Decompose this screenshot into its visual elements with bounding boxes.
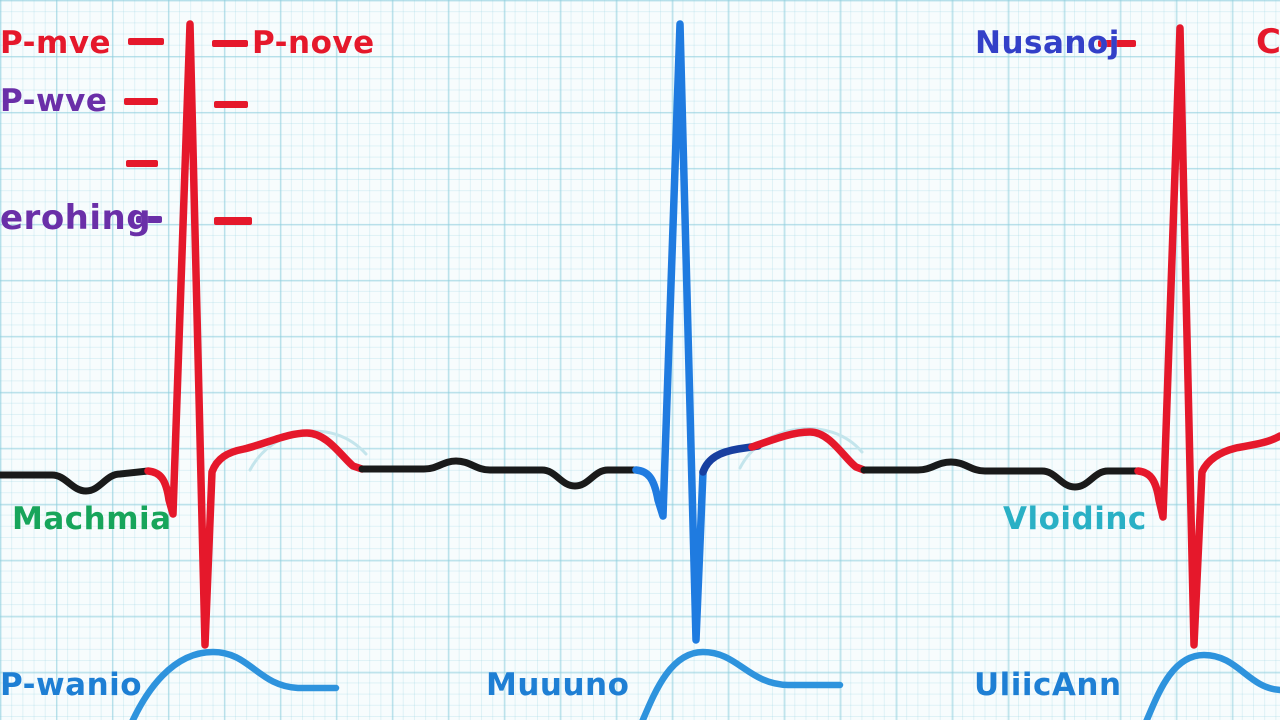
legend-dash-red — [214, 101, 248, 108]
ecg-baseline-segment-2 — [358, 457, 640, 490]
ecg-qrs-complex-1-red — [144, 20, 366, 649]
legend-dash-purple — [136, 216, 162, 223]
ecg-baseline-segment-3 — [860, 458, 1142, 491]
legend-dash-red — [214, 217, 252, 225]
guide-arc-center — [738, 427, 864, 470]
label-nusanoj-top-right: Nusanoj — [975, 25, 1120, 61]
legend-dash-red — [126, 160, 158, 167]
label-machmia-baseline-left: Machmia — [12, 501, 172, 537]
ecg-baseline-segment-1 — [0, 467, 152, 495]
label-bottom-right-wave: UliicAnn — [974, 667, 1122, 703]
legend-dash-red — [124, 98, 158, 105]
legend-dash-red — [212, 40, 248, 47]
ecg-qrs-complex-3-red — [1134, 24, 1280, 649]
label-bottom-left-wave: P-wanio — [0, 667, 143, 703]
label-bottom-center-wave: Muuuno — [486, 667, 630, 703]
ecg-t-wave-2-red — [748, 428, 868, 474]
bottom-wave-curve-left — [129, 648, 340, 720]
ecg-st-segment-navy — [699, 442, 762, 476]
guide-arc-left — [248, 429, 368, 472]
bottom-wave-curve-center — [639, 648, 844, 720]
label-erohing: erohing — [0, 198, 152, 238]
legend-dash-red — [1098, 40, 1136, 47]
ecg-qrs-complex-2-blue — [632, 20, 707, 644]
label-p-wave-top-row-right: P-nove — [252, 25, 375, 61]
label-p-wave-row-2: P-wve — [0, 83, 108, 119]
label-p-wave-top-left: P-mve — [0, 25, 112, 61]
legend-dash-red — [128, 38, 164, 45]
label-vloidinc-baseline-right: Vloidinc — [1003, 501, 1147, 537]
bottom-wave-curve-right — [1143, 651, 1280, 720]
label-c-right-edge: C — [1256, 22, 1280, 62]
